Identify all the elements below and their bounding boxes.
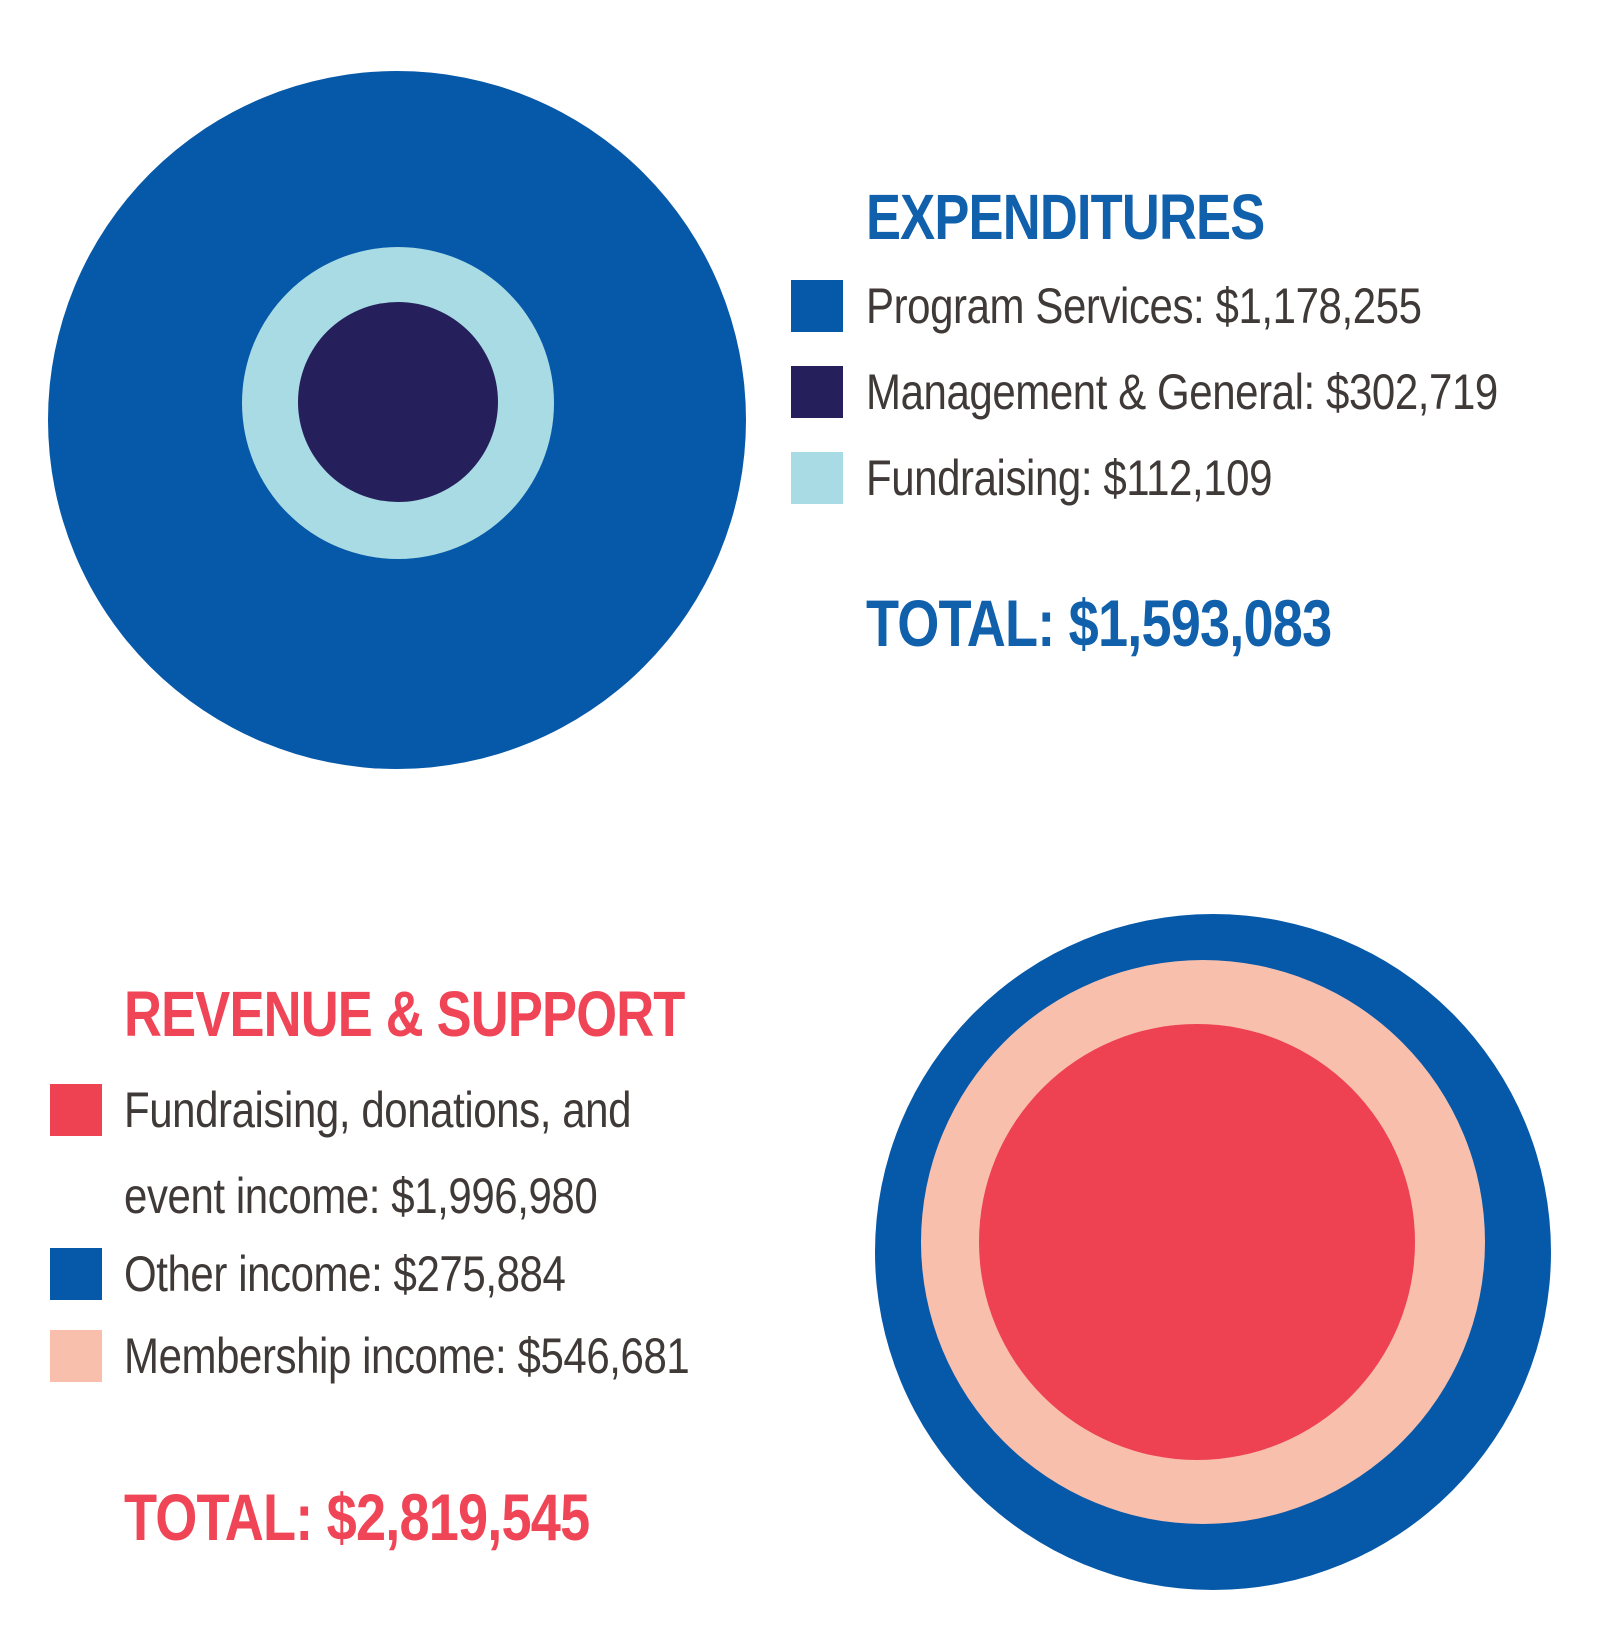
fundraising-donations-label-line2: event income: $1,996,980 <box>124 1168 598 1224</box>
expenditures-total: TOTAL: $1,593,083 <box>866 586 1332 660</box>
fundraising-donations-label-line1: Fundraising, donations, and <box>124 1082 632 1138</box>
membership-income-label: Membership income: $546,681 <box>124 1328 690 1384</box>
management-general-label: Management & General: $302,719 <box>866 364 1498 420</box>
other-income-swatch <box>50 1248 102 1300</box>
fundraising-swatch <box>791 452 843 504</box>
management-general-circle <box>298 302 498 502</box>
program-services-swatch <box>791 280 843 332</box>
fundraising-label: Fundraising: $112,109 <box>866 450 1273 506</box>
fundraising-donations-label: Fundraising, donations, and event income… <box>124 1067 631 1239</box>
fundraising-donations-circle <box>979 1024 1415 1460</box>
revenue-total: TOTAL: $2,819,545 <box>124 1480 590 1554</box>
revenue-title: REVENUE & SUPPORT <box>124 978 685 1050</box>
membership-income-swatch <box>50 1330 102 1382</box>
management-general-swatch <box>791 366 843 418</box>
program-services-label: Program Services: $1,178,255 <box>866 278 1422 334</box>
expenditures-title: EXPENDITURES <box>866 181 1265 253</box>
other-income-label: Other income: $275,884 <box>124 1246 566 1302</box>
fundraising-donations-swatch <box>50 1084 102 1136</box>
